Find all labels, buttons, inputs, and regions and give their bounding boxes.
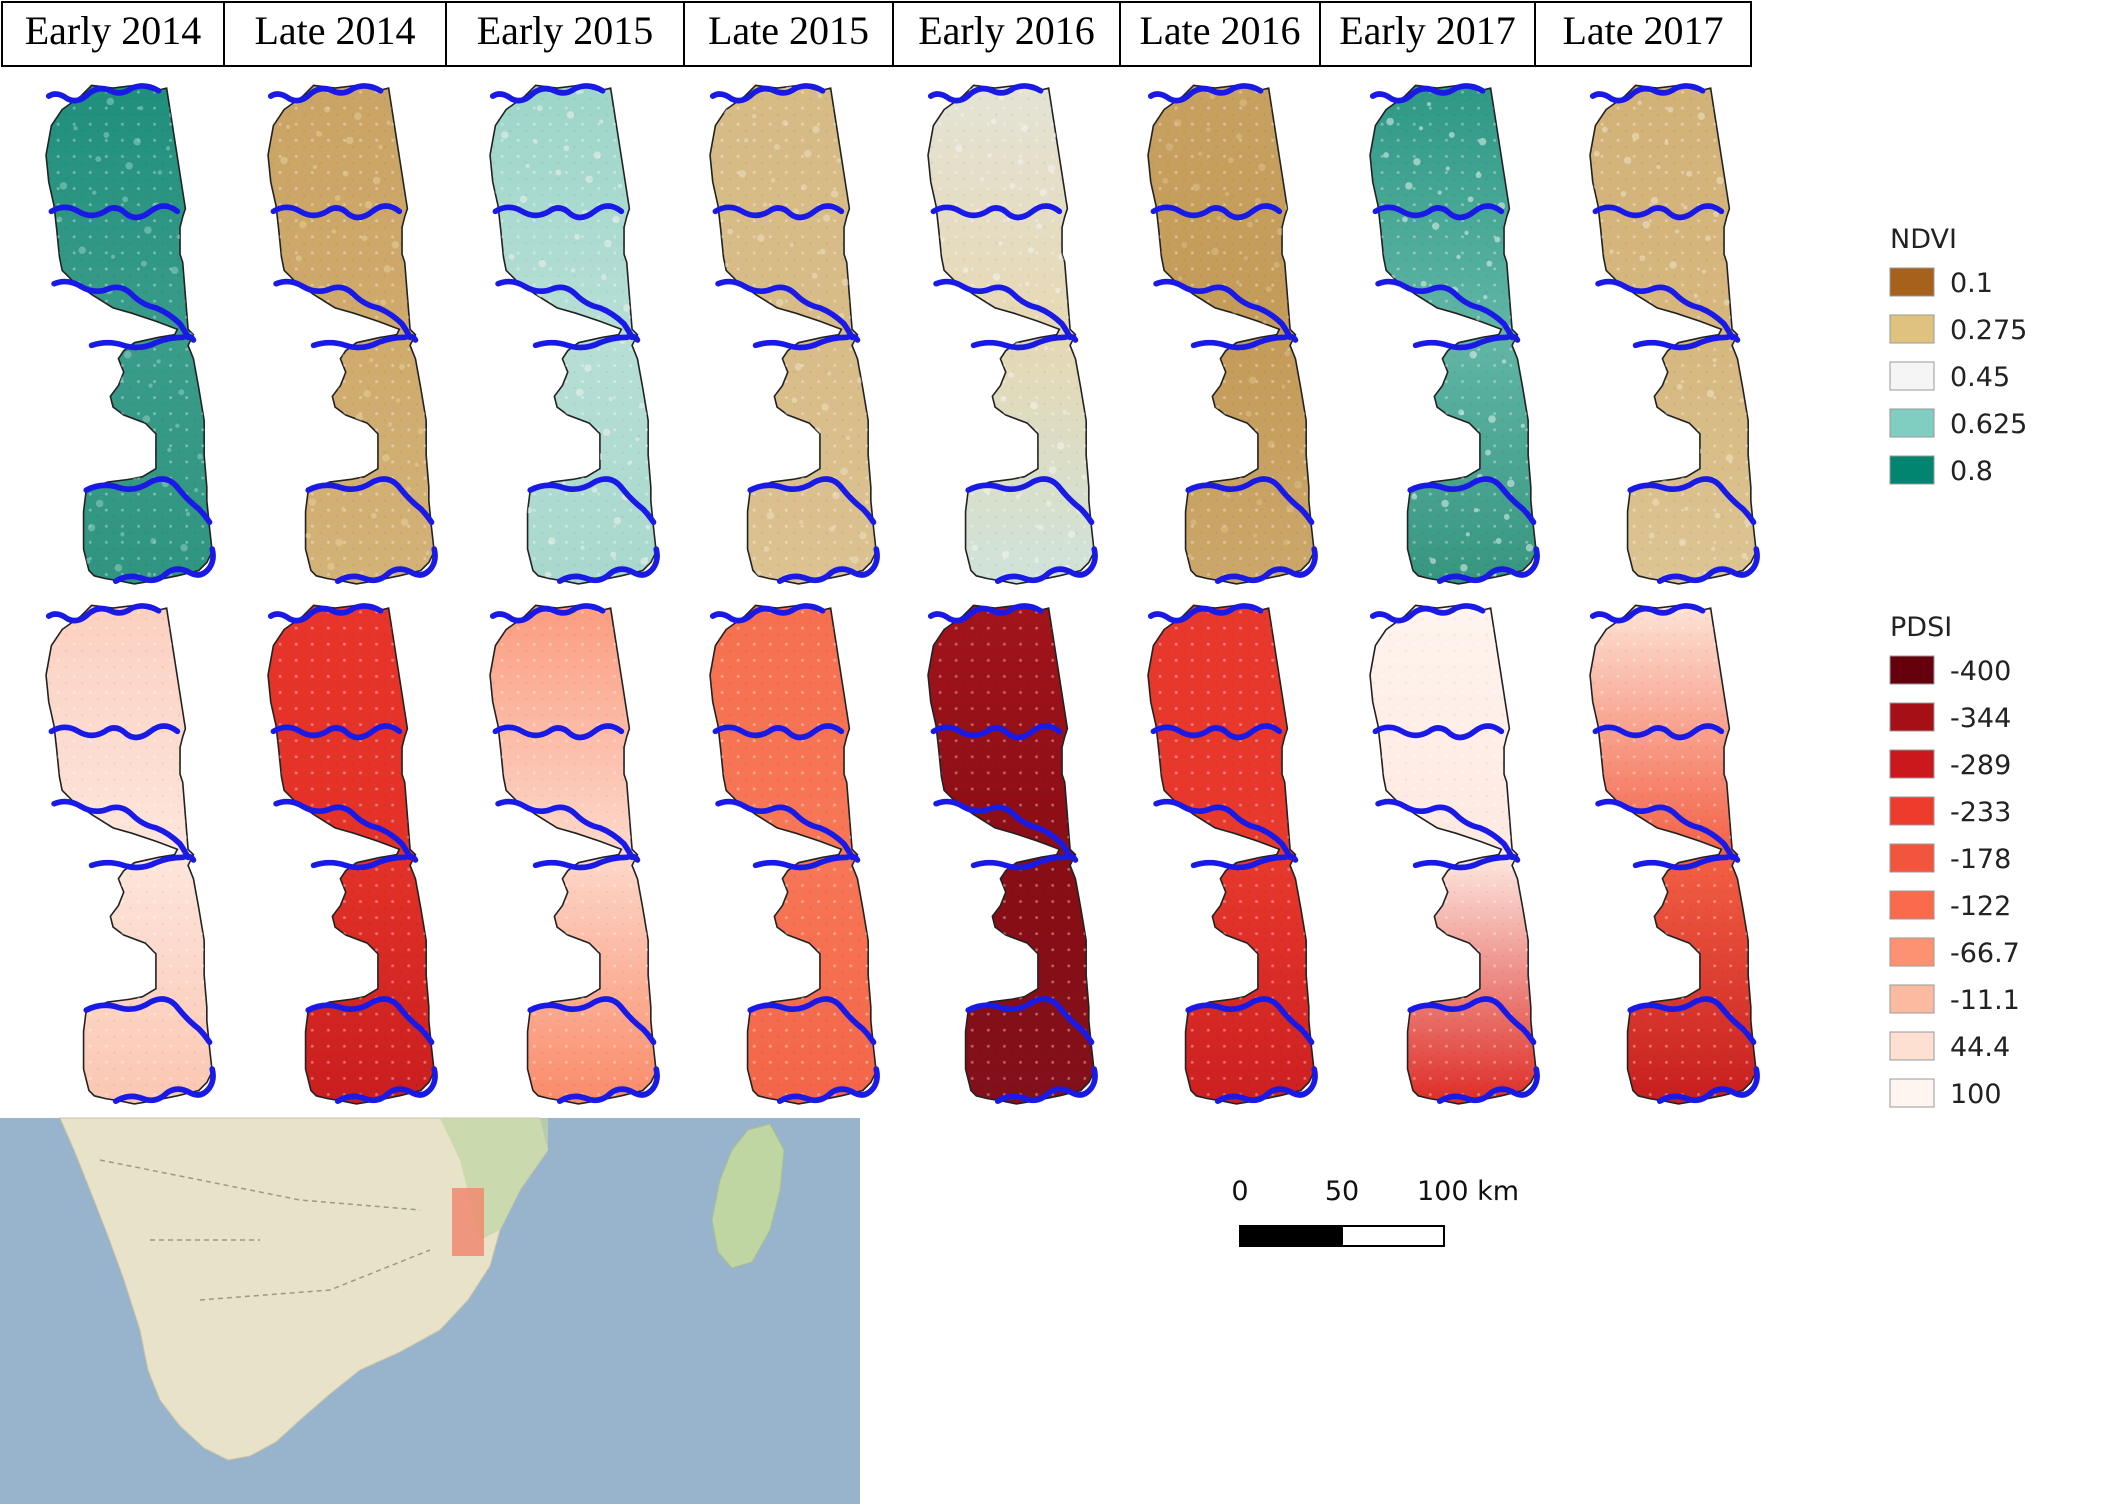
period-header-box (223, 1, 447, 67)
ndvi-texture (1370, 85, 1537, 584)
pdsi-legend-swatch (1889, 749, 1935, 779)
locator-madagascar (711, 1123, 785, 1269)
pdsi-legend-label: -289 (1950, 750, 2011, 781)
locator-borders (99, 1159, 431, 1301)
ndvi-texture (46, 85, 213, 584)
pdsi-panel-4 (709, 592, 890, 1105)
pdsi-legend-swatch (1889, 655, 1935, 685)
ndvi-panel-3 (489, 72, 670, 585)
period-header-label: Late 2017 (1562, 8, 1723, 53)
pdsi-legend-swatch (1889, 890, 1935, 920)
pdsi-panel-3 (489, 592, 670, 1105)
ndvi-texture (928, 85, 1095, 584)
ndvi-legend: NDVI 0.1 0.275 0.45 0.625 0.8 (1889, 224, 2027, 487)
ndvi-panel-6 (1147, 72, 1328, 585)
ndvi-panel-8 (1589, 72, 1770, 585)
period-header-box (1319, 1, 1536, 67)
ndvi-panel-5 (927, 72, 1108, 585)
period-header-box (892, 1, 1121, 67)
ndvi-texture (490, 85, 657, 584)
pdsi-texture (710, 605, 877, 1104)
pdsi-legend-swatch (1889, 937, 1935, 967)
ndvi-texture (268, 85, 435, 584)
period-header-label: Early 2017 (1339, 8, 1516, 53)
ndvi-legend-swatch (1889, 267, 1935, 297)
scale-label-0: 0 (1231, 1176, 1248, 1207)
ndvi-panel-2 (267, 72, 448, 585)
ndvi-map-row (45, 72, 1770, 585)
period-header-label: Early 2015 (477, 8, 654, 53)
locator-map (0, 1117, 860, 1504)
pdsi-texture (1370, 605, 1537, 1104)
pdsi-legend-label: -233 (1950, 797, 2011, 828)
pdsi-legend-label: 44.4 (1950, 1032, 2010, 1063)
ndvi-legend-title: NDVI (1890, 224, 1957, 255)
ndvi-texture (1148, 85, 1315, 584)
period-header-box (1119, 1, 1321, 67)
period-header-label: Late 2016 (1139, 8, 1300, 53)
ndvi-legend-swatch (1889, 455, 1935, 485)
ndvi-panel-7 (1369, 72, 1550, 585)
pdsi-texture (1590, 605, 1757, 1104)
pdsi-panel-1 (45, 592, 226, 1105)
pdsi-legend-label: -400 (1950, 656, 2011, 687)
scale-bar-white-segment (1341, 1225, 1445, 1247)
pdsi-legend-label: -178 (1950, 844, 2011, 875)
ndvi-legend-label: 0.275 (1950, 315, 2027, 346)
pdsi-legend-swatch (1889, 843, 1935, 873)
pdsi-legend-label: -122 (1950, 891, 2011, 922)
scale-label-50: 50 (1325, 1176, 1359, 1207)
locator-vegetation (440, 1118, 548, 1240)
ndvi-legend-swatch (1889, 314, 1935, 344)
ndvi-panel-4 (709, 72, 890, 585)
pdsi-legend-swatch (1889, 796, 1935, 826)
ndvi-legend-swatch (1889, 361, 1935, 391)
pdsi-legend-swatch (1889, 702, 1935, 732)
pdsi-legend-label: -11.1 (1950, 985, 2020, 1016)
ndvi-legend-swatch (1889, 408, 1935, 438)
pdsi-legend-swatch (1889, 1078, 1935, 1108)
pdsi-legend-label: -66.7 (1950, 938, 2020, 969)
pdsi-legend-swatch (1889, 984, 1935, 1014)
pdsi-legend-label: -344 (1950, 703, 2011, 734)
period-header-label: Early 2016 (918, 8, 1095, 53)
pdsi-texture (490, 605, 657, 1104)
ndvi-legend-label: 0.8 (1950, 456, 1993, 487)
pdsi-panel-6 (1147, 592, 1328, 1105)
period-header-row: Early 2014 Late 2014 Early 2015 Late 2015 Ea… (1, 1, 1752, 67)
pdsi-map-row (45, 592, 1770, 1105)
locator-study-area (452, 1188, 484, 1256)
ndvi-legend-label: 0.625 (1950, 409, 2027, 440)
pdsi-panel-2 (267, 592, 448, 1105)
ndvi-panel-1 (45, 72, 226, 585)
pdsi-legend: PDSI -400 -344 -289 -233 -178 -122 -66.7 -11.1 4… (1889, 612, 2020, 1110)
period-header-box (1534, 1, 1752, 67)
pdsi-texture (268, 605, 435, 1104)
scale-bar-black-segment (1239, 1225, 1343, 1247)
period-header-label: Late 2014 (254, 8, 415, 53)
pdsi-texture (1148, 605, 1315, 1104)
period-header-box (1, 1, 225, 67)
scale-label-100km: 100 km (1417, 1176, 1519, 1207)
period-header-label: Early 2014 (25, 8, 202, 53)
pdsi-legend-swatch (1889, 1031, 1935, 1061)
pdsi-legend-title: PDSI (1890, 612, 1952, 643)
pdsi-panel-5 (927, 592, 1108, 1105)
scale-bar: 0 50 100 km (1231, 1176, 1519, 1247)
ndvi-texture (1590, 85, 1757, 584)
ndvi-legend-label: 0.1 (1950, 268, 1993, 299)
period-header-box (445, 1, 685, 67)
pdsi-legend-label: 100 (1950, 1079, 2002, 1110)
ndvi-texture (710, 85, 877, 584)
ndvi-legend-label: 0.45 (1950, 362, 2010, 393)
pdsi-texture (928, 605, 1095, 1104)
pdsi-panel-7 (1369, 592, 1550, 1105)
pdsi-panel-8 (1589, 592, 1770, 1105)
period-header-label: Late 2015 (708, 8, 869, 53)
pdsi-texture (46, 605, 213, 1104)
